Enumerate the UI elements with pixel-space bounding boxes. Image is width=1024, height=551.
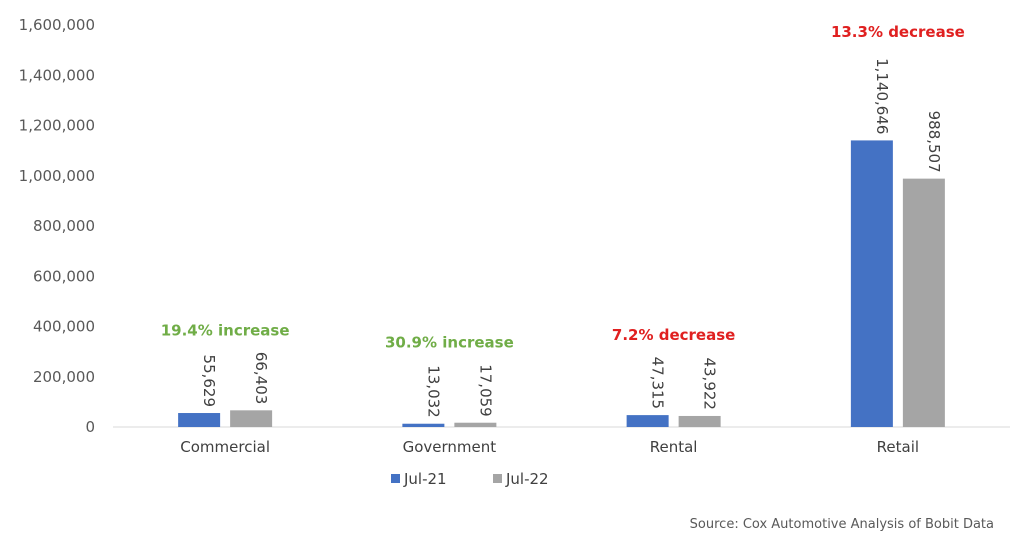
y-tick-label: 400,000 (33, 318, 95, 336)
category-label: Rental (650, 438, 698, 456)
category-label: Commercial (180, 438, 270, 456)
y-axis-tick-labels: 0 200,000 400,000 600,000 800,000 1,000,000 1,… (19, 16, 95, 436)
change-annotation: 30.9% increase (385, 334, 514, 352)
data-label: 1,140,646 (873, 58, 891, 134)
y-tick-label: 1,000,000 (19, 167, 95, 185)
category-labels: Commercial Government Rental Retail (180, 438, 919, 456)
y-tick-label: 1,200,000 (19, 117, 95, 135)
y-tick-label: 600,000 (33, 267, 95, 285)
change-annotation: 19.4% increase (161, 321, 290, 339)
source-note: Source: Cox Automotive Analysis of Bobit… (690, 517, 994, 532)
bar-retail-jul-21 (850, 140, 893, 427)
y-tick-label: 1,600,000 (19, 16, 95, 34)
bar-commercial-jul-21 (178, 413, 221, 427)
category-label: Government (403, 438, 497, 456)
bar-retail-jul-22 (902, 178, 945, 427)
y-tick-label: 1,400,000 (19, 66, 95, 84)
y-tick-label: 0 (85, 418, 95, 436)
bar-government-jul-21 (402, 423, 445, 427)
bars-group: 55,629 66,403 13,032 17,059 47,315 43,922 1,14… (178, 58, 945, 427)
bar-commercial-jul-22 (230, 410, 273, 427)
data-label: 43,922 (701, 357, 719, 410)
legend-label: Jul-21 (403, 470, 447, 488)
y-tick-label: 800,000 (33, 217, 95, 235)
bar-rental-jul-22 (678, 415, 721, 427)
data-label: 988,507 (925, 111, 943, 173)
data-label: 13,032 (424, 365, 442, 418)
annotations: 19.4% increase 30.9% increase 7.2% decreas… (161, 23, 965, 352)
data-label: 17,059 (476, 364, 494, 417)
legend-label: Jul-22 (505, 470, 549, 488)
y-tick-label: 200,000 (33, 368, 95, 386)
bar-government-jul-22 (454, 422, 497, 427)
category-label: Retail (877, 438, 919, 456)
data-label: 66,403 (252, 352, 270, 405)
legend-swatch-jul-22 (493, 474, 502, 483)
data-label: 47,315 (649, 357, 667, 410)
legend: Jul-21 Jul-22 (391, 470, 549, 488)
change-annotation: 13.3% decrease (831, 23, 965, 41)
data-label: 55,629 (200, 355, 218, 408)
legend-swatch-jul-21 (391, 474, 400, 483)
change-annotation: 7.2% decrease (612, 326, 735, 344)
bar-rental-jul-21 (626, 415, 669, 427)
